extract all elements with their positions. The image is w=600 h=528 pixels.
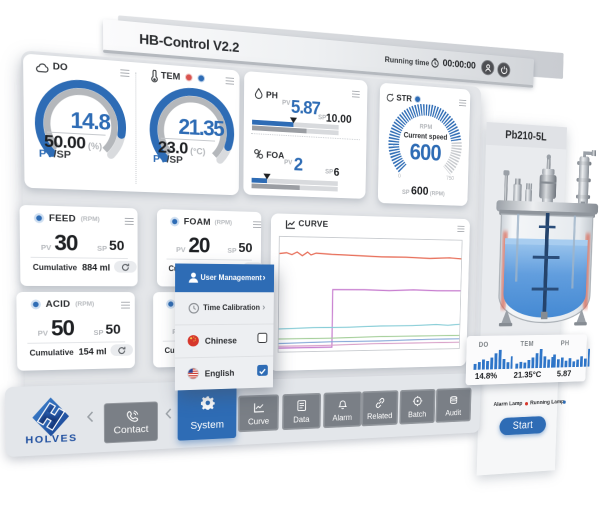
svg-text:750: 750 [446, 176, 454, 182]
svg-text:0: 0 [398, 173, 401, 179]
